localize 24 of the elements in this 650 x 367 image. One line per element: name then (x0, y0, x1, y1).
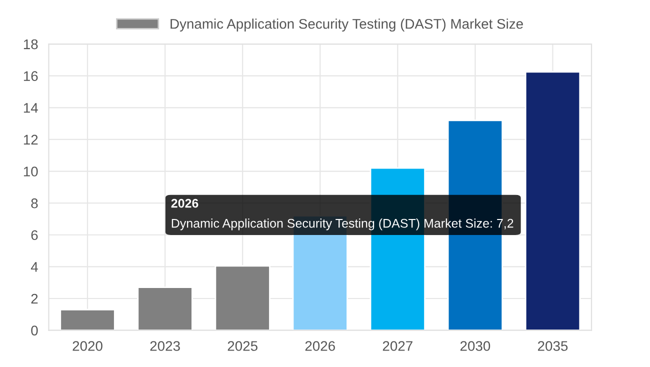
x-tick-label: 2027 (382, 341, 412, 351)
bar (214, 265, 270, 330)
y-tick-label: 0 (31, 326, 38, 336)
y-tick-label: 14 (24, 103, 38, 113)
y-tick-label: 12 (24, 134, 38, 144)
y-tick-label: 8 (31, 198, 38, 208)
y-tick-label: 18 (24, 39, 38, 50)
x-tick-label: 2020 (72, 341, 102, 351)
y-tick-label: 2 (31, 294, 38, 304)
y-tick-label: 6 (31, 230, 38, 240)
y-tick-label: 4 (30, 262, 38, 272)
annotation: Dynamic Application Security Testing (DAST) Market Size: 7,2 (172, 218, 514, 230)
y-tick-label: 16 (24, 71, 38, 82)
x-tick-label: 2023 (150, 341, 180, 351)
legend-label: Dynamic Application Security Testing (DAST) Market Size (170, 18, 523, 32)
x-tick-label: 2026 (305, 341, 335, 351)
x-tick-label: 2025 (228, 341, 258, 351)
bar (137, 286, 193, 330)
x-tick-label: 2035 (538, 341, 568, 351)
annotation: 2026 (171, 198, 198, 208)
bar (60, 308, 116, 330)
x-tick-label: 2030 (460, 341, 490, 351)
bar (524, 71, 581, 330)
y-tick-label: 10 (24, 166, 38, 176)
